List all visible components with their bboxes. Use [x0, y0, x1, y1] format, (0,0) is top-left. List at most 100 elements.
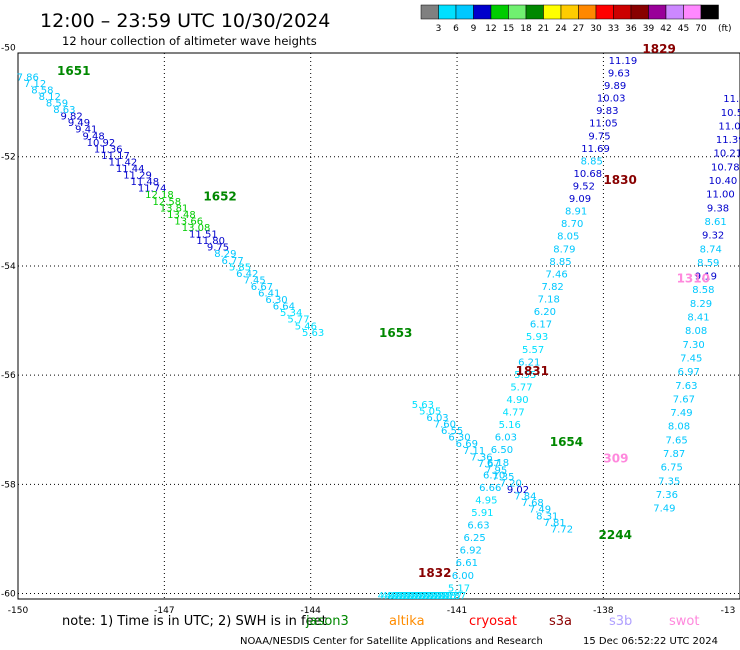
colorbar-unit: (ft) — [718, 24, 732, 34]
swh-value: 4.87 — [417, 591, 439, 602]
colorbar-label: 24 — [555, 24, 567, 34]
colorbar-label: 15 — [503, 24, 514, 34]
colorbar-swatch — [700, 4, 719, 20]
swh-value: 4.87 — [432, 591, 454, 602]
swh-value: 7.11 — [463, 446, 485, 457]
satellite-legend: jason3 altika cryosat s3a s3b swot — [305, 614, 699, 629]
swh-value: 11.44 — [116, 164, 145, 175]
swh-value: 7.49 — [653, 504, 675, 515]
swh-value: 5.63 — [412, 400, 434, 411]
track-label: 1832 — [418, 566, 451, 580]
swh-value: 7.36 — [656, 490, 678, 501]
swh-value: 6.63 — [467, 521, 489, 532]
swh-value: 12.18 — [145, 190, 174, 201]
swh-value: 6.42 — [236, 269, 258, 280]
swh-value: 6.66 — [479, 483, 501, 494]
swh-value: 13.81 — [160, 203, 189, 214]
swh-value: 4.87 — [397, 591, 419, 602]
swh-value: 4.77 — [503, 408, 525, 419]
colorbar-swatch — [595, 4, 614, 20]
swh-value: 7.63 — [675, 381, 697, 392]
colorbar-swatch — [613, 4, 632, 20]
swh-value: 5.55 — [514, 370, 536, 381]
y-tick-label: -60 — [1, 590, 16, 600]
footer-note: note: 1) Time is in UTC; 2) SWH is in fe… — [62, 614, 327, 629]
track-label: 1651 — [57, 64, 90, 78]
colorbar-swatch — [578, 4, 597, 20]
colorbar-swatch — [665, 4, 684, 20]
swh-value: 7.36 — [470, 452, 492, 463]
swh-value: 8.08 — [685, 326, 707, 337]
swh-value: 4.95 — [475, 495, 497, 506]
swh-value: 9.52 — [573, 182, 595, 193]
swh-value: 7.49 — [529, 505, 551, 516]
swh-value: 5.63 — [302, 328, 324, 339]
swh-value: 10.40 — [709, 176, 738, 187]
x-tick-label: -144 — [300, 606, 321, 616]
swh-value: 7.72 — [551, 524, 573, 535]
x-tick-label: -141 — [447, 606, 467, 616]
swh-value: 10.68 — [573, 169, 602, 180]
swh-value: 7.18 — [538, 295, 560, 306]
swh-value: 7.65 — [665, 435, 687, 446]
swh-value: 8.29 — [214, 249, 236, 260]
satellite-altika: altika — [389, 614, 425, 629]
colorbar-label: 21 — [538, 24, 549, 34]
x-tick-label: -138 — [593, 606, 614, 616]
swh-value: 9.09 — [569, 194, 591, 205]
swh-value: 8.31 — [536, 511, 558, 522]
colorbar-swatch — [455, 4, 474, 20]
swh-value: 5.34 — [280, 308, 302, 319]
colorbar-label: 42 — [660, 24, 671, 34]
swh-value: 4.87 — [401, 591, 423, 602]
swh-value: 7.87 — [663, 449, 685, 460]
swh-value: 8.41 — [687, 313, 709, 324]
swh-value: 8.58 — [31, 85, 53, 96]
swh-value: 4.87 — [440, 591, 462, 602]
swh-value: 9.32 — [702, 231, 724, 242]
colorbar: 3 6 9 12 15 18 21 24 27 30 33 36 39 42 45 70 (ft) — [420, 4, 732, 34]
swh-value: 7.60 — [434, 420, 456, 431]
swh-value: 5.46 — [295, 321, 317, 332]
swh-value: 8.63 — [53, 105, 75, 116]
swh-value: 8.70 — [561, 219, 583, 230]
swh-value: 6.97 — [678, 367, 700, 378]
swh-value: 10.50 — [721, 108, 740, 119]
swh-value: 10.92 — [87, 138, 116, 149]
swh-value: 9.41 — [75, 125, 97, 136]
colorbar-swatch — [525, 4, 544, 20]
swh-value: 11.00 — [718, 121, 740, 132]
swh-value: 5.77 — [510, 382, 532, 393]
swh-value: 5.91 — [471, 508, 493, 519]
swh-value: 11.36 — [94, 144, 123, 155]
swh-value: 6.41 — [258, 289, 280, 300]
swh-value: 6.00 — [452, 571, 474, 582]
data-layer: 7.867.128.588.128.598.639.829.499.419.48… — [17, 56, 740, 602]
swh-value: 6.21 — [518, 357, 540, 368]
colorbar-label: 3 — [436, 24, 442, 34]
swh-value: 4.87 — [424, 591, 446, 602]
swh-value: 6.67 — [251, 282, 273, 293]
swh-value: 9.83 — [596, 106, 618, 117]
swh-value: 7.46 — [545, 269, 567, 280]
swh-value: 7.30 — [683, 340, 705, 351]
satellite-cryosat: cryosat — [469, 614, 517, 629]
colorbar-label: 70 — [695, 24, 707, 34]
swh-value: 4.87 — [413, 591, 435, 602]
colorbar-swatch — [438, 4, 457, 20]
satellite-s3b: s3b — [609, 614, 632, 629]
track-label: 2244 — [599, 528, 632, 542]
swh-value: 11.00 — [706, 190, 735, 201]
swh-value: 9.38 — [707, 203, 729, 214]
swh-value: 6.92 — [460, 546, 482, 557]
swh-value: 10.21 — [713, 149, 740, 160]
swh-value: 7.49 — [670, 408, 692, 419]
swh-value: 8.85 — [581, 156, 603, 167]
colorbar-label: 12 — [485, 24, 496, 34]
swh-value: 6.55 — [441, 426, 463, 437]
swh-value: 11.48 — [131, 177, 160, 188]
swh-value: 4.87 — [409, 591, 431, 602]
swh-value: 4.87 — [385, 591, 407, 602]
chart-title: 12:00 – 23:59 UTC 10/30/2024 — [40, 10, 330, 32]
y-tick-label: -52 — [1, 153, 16, 163]
